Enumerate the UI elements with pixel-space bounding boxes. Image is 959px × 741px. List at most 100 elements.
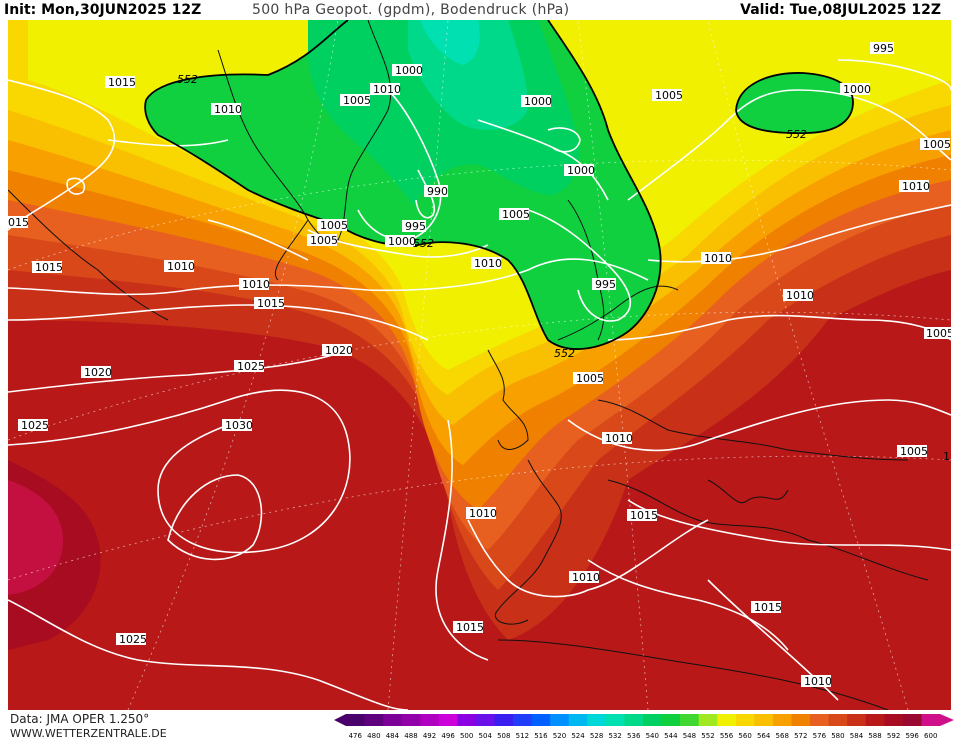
svg-text:1000: 1000 [524, 95, 552, 108]
contour-label: 1010 [370, 83, 401, 96]
contour-label: 1020 [322, 344, 353, 357]
svg-text:552: 552 [786, 128, 807, 141]
legend-tick-label: 484 [386, 732, 400, 740]
svg-text:1005: 1005 [926, 327, 951, 340]
legend-tick-label: 480 [367, 732, 380, 740]
legend-swatch [902, 714, 922, 726]
svg-text:1025: 1025 [237, 360, 265, 373]
contour-label: 1015 [453, 621, 484, 634]
svg-text:1005: 1005 [900, 445, 928, 458]
map-title: 500 hPa Geopot. (gpdm), Bodendruck (hPa) [252, 2, 570, 18]
contour-label: 1010 [164, 260, 195, 273]
svg-text:1005: 1005 [655, 89, 683, 102]
legend-tick-label: 548 [683, 732, 696, 740]
contour-label: 1020 [81, 366, 112, 379]
svg-text:1005: 1005 [502, 208, 530, 221]
legend-swatch [810, 714, 830, 726]
svg-text:995: 995 [595, 278, 616, 291]
field-552-ne [736, 72, 853, 134]
legend-tick-label: 520 [553, 732, 566, 740]
legend-tick-label: 544 [664, 732, 678, 740]
legend-tick-label: 512 [516, 732, 529, 740]
contour-label: 1005 [920, 138, 951, 151]
svg-text:1010: 1010 [572, 571, 600, 584]
legend-swatch [531, 714, 551, 726]
svg-text:1005: 1005 [923, 138, 951, 151]
svg-text:1010: 1010 [902, 180, 930, 193]
legend-swatch [550, 714, 570, 726]
contour-label: 1005 [573, 372, 604, 385]
svg-text:552: 552 [413, 237, 434, 250]
legend-tick-label: 508 [497, 732, 510, 740]
svg-text:995: 995 [873, 42, 894, 55]
svg-text:1015: 1015 [35, 261, 63, 274]
legend-tick-label: 492 [423, 732, 436, 740]
contour-label: 552 [786, 128, 807, 141]
contour-label: 1005 [652, 89, 683, 102]
contour-label: 1015 [627, 509, 658, 522]
svg-text:1030: 1030 [225, 419, 253, 432]
legend-arrow-left [334, 714, 346, 726]
legend-tick-label: 532 [608, 732, 621, 740]
svg-text:1000: 1000 [843, 83, 871, 96]
legend-tick-label: 564 [757, 732, 771, 740]
legend-tick-label: 592 [887, 732, 900, 740]
legend-swatch [921, 714, 941, 726]
lat-lon-grid [8, 20, 951, 710]
legend-tick-label: 568 [776, 732, 789, 740]
contour-label: 1000 [840, 83, 871, 96]
svg-text:990: 990 [427, 185, 448, 198]
svg-text:1005: 1005 [343, 94, 371, 107]
svg-text:1000: 1000 [395, 64, 423, 77]
legend-swatch [420, 714, 440, 726]
legend-tick-label: 580 [831, 732, 844, 740]
contour-label: 995 [402, 220, 426, 233]
contour-label: 1025 [116, 633, 147, 646]
contour-label: 1005 [317, 219, 348, 232]
contour-label: 1010 [701, 252, 732, 265]
svg-text:1010: 1010 [474, 257, 502, 270]
legend-tick-label: 576 [813, 732, 827, 740]
contour-label: 1025 [18, 419, 49, 432]
legend-tick-label: 588 [868, 732, 881, 740]
svg-text:1015: 1015 [257, 297, 285, 310]
legend-tick-label: 596 [905, 732, 919, 740]
svg-text:1010: 1010 [242, 278, 270, 291]
legend-swatch [364, 714, 384, 726]
contour-label: 552 [554, 347, 575, 360]
contour-label: 1010 [211, 103, 242, 116]
legend-swatch [698, 714, 718, 726]
legend-tick-label: 572 [794, 732, 807, 740]
legend-swatch [457, 714, 477, 726]
coastlines [8, 20, 929, 710]
legend-tick-label: 528 [590, 732, 603, 740]
contour-label: 552 [177, 73, 198, 86]
legend-tick-label: 504 [479, 732, 493, 740]
svg-text:1010: 1010 [704, 252, 732, 265]
legend-swatch [847, 714, 867, 726]
legend-swatch [828, 714, 848, 726]
legend-tick-label: 500 [460, 732, 473, 740]
contour-label-group: 1015 552 1010 1000 1005 1010 1000 1005 9… [8, 42, 951, 688]
svg-text:995: 995 [405, 220, 426, 233]
website-credit: WWW.WETTERZENTRALE.DE [10, 727, 167, 740]
legend-tick-label: 556 [720, 732, 734, 740]
legend-tick-label: 496 [441, 732, 455, 740]
legend-swatch [587, 714, 607, 726]
contour-label: 1010 [569, 571, 600, 584]
legend-swatch [680, 714, 700, 726]
contour-label: 1015 [751, 601, 782, 614]
svg-text:1010: 1010 [373, 83, 401, 96]
svg-text:1000: 1000 [567, 164, 595, 177]
legend-tick-label: 560 [738, 732, 751, 740]
contour-label: 1010 [466, 507, 497, 520]
contour-552 [144, 20, 854, 350]
contour-label: 1015 [32, 261, 63, 274]
contour-label: 1000 [392, 64, 423, 77]
legend-tick-label: 488 [404, 732, 417, 740]
svg-text:1015: 1015 [754, 601, 782, 614]
contour-label: 1005 [340, 94, 371, 107]
svg-text:1: 1 [943, 450, 950, 463]
svg-text:1005: 1005 [320, 219, 348, 232]
legend-swatch [717, 714, 737, 726]
